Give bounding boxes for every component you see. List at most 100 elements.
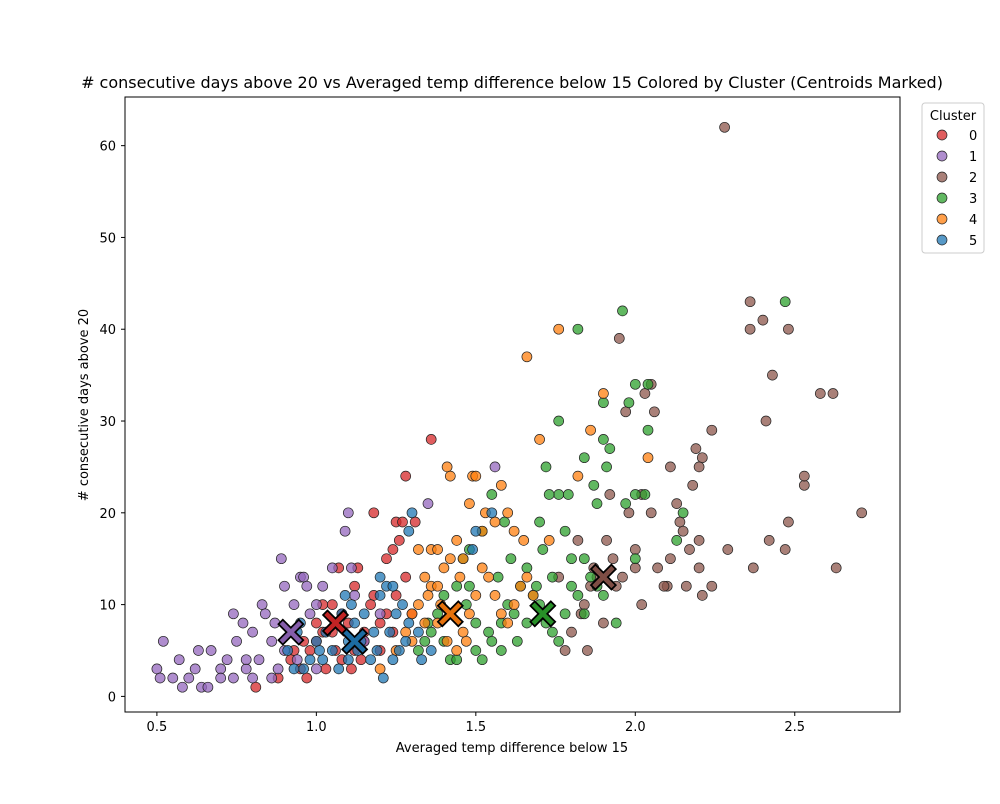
data-point-cluster-5 [339, 590, 351, 601]
data-point-cluster-2 [671, 498, 683, 509]
data-point-cluster-4 [464, 498, 475, 509]
data-point-cluster-5 [349, 617, 360, 629]
data-point-cluster-2 [827, 388, 839, 399]
data-point-cluster-3 [438, 590, 450, 601]
data-point-cluster-3 [629, 489, 641, 500]
data-point-cluster-4 [515, 580, 526, 592]
data-point-cluster-4 [470, 470, 482, 482]
data-point-cluster-0 [311, 617, 322, 629]
data-point-cluster-5 [425, 645, 437, 656]
data-point-cluster-4 [432, 580, 443, 592]
data-point-cluster-0 [355, 654, 367, 666]
data-point-cluster-4 [642, 452, 654, 464]
data-point-cluster-1 [311, 599, 322, 610]
data-point-cluster-5 [333, 663, 345, 675]
data-point-cluster-3 [499, 516, 510, 528]
data-point-cluster-4 [508, 599, 520, 610]
data-point-cluster-2 [623, 507, 635, 519]
data-point-cluster-2 [687, 479, 699, 491]
y-tick-label: 10 [99, 599, 116, 614]
data-point-cluster-1 [288, 599, 300, 610]
x-axis-ticks: 0.5 1.0 1.5 2.0 2.5 [147, 712, 805, 735]
data-point-cluster-2 [814, 388, 826, 399]
data-point-cluster-4 [457, 626, 469, 638]
data-point-cluster-2 [559, 645, 571, 656]
data-point-cluster-3 [553, 489, 565, 500]
data-point-cluster-0 [400, 470, 412, 482]
data-point-cluster-0 [381, 553, 392, 565]
data-point-cluster-3 [547, 571, 558, 583]
data-point-cluster-4 [460, 635, 472, 647]
centroid-fill [324, 611, 347, 635]
data-point-cluster-5 [346, 599, 357, 610]
data-point-cluster-5 [390, 608, 402, 620]
data-point-cluster-5 [282, 645, 294, 656]
data-point-cluster-1 [256, 599, 268, 610]
data-point-cluster-3 [677, 507, 689, 519]
data-point-cluster-4 [476, 562, 488, 574]
data-point-cluster-2 [572, 535, 584, 546]
data-point-cluster-1 [489, 461, 501, 473]
data-point-cluster-3 [470, 617, 482, 629]
centroid-marker-cluster-5 [340, 627, 369, 655]
y-axis-ticks: 0 10 20 30 40 50 60 [99, 140, 125, 705]
data-point-cluster-4 [534, 434, 545, 445]
data-point-cluster-2 [665, 553, 676, 565]
data-point-cluster-4 [585, 424, 596, 436]
data-point-cluster-2 [798, 470, 810, 482]
data-point-cluster-5 [403, 617, 415, 629]
data-point-cluster-3 [566, 580, 577, 592]
data-point-cluster-2 [706, 580, 718, 592]
data-point-cluster-1 [173, 654, 185, 666]
data-point-cluster-4 [495, 608, 507, 620]
data-point-cluster-1 [339, 525, 351, 537]
data-point-cluster-1 [349, 590, 360, 601]
data-point-cluster-2 [604, 489, 616, 500]
data-point-cluster-4 [543, 535, 555, 546]
data-point-cluster-2 [696, 452, 708, 464]
legend-label: 2 [969, 171, 977, 186]
data-point-cluster-2 [578, 599, 590, 610]
data-point-cluster-1 [272, 663, 284, 675]
data-point-cluster-1 [253, 654, 265, 666]
data-point-cluster-3 [623, 397, 635, 409]
y-axis-label: # consecutive days above 20 [77, 309, 92, 501]
data-point-cluster-2 [693, 562, 705, 574]
data-point-cluster-1 [422, 498, 434, 509]
chart-title: # consecutive days above 20 vs Averaged … [81, 73, 943, 92]
data-point-cluster-2 [747, 562, 759, 574]
data-point-cluster-2 [760, 415, 772, 427]
data-point-cluster-2 [779, 544, 791, 555]
data-point-cluster-1 [346, 562, 357, 574]
data-point-cluster-5 [486, 507, 498, 519]
data-point-cluster-0 [349, 580, 360, 592]
centroid-fill [279, 620, 303, 644]
data-point-cluster-4 [444, 553, 456, 565]
data-point-cluster-1 [221, 654, 233, 666]
data-point-cluster-2 [607, 553, 619, 565]
data-point-cluster-1 [240, 654, 252, 666]
data-point-cluster-2 [582, 645, 593, 656]
data-point-cluster-2 [629, 544, 641, 555]
data-point-cluster-2 [636, 599, 648, 610]
centroid-fill [343, 630, 366, 653]
data-point-cluster-1 [193, 645, 204, 656]
data-point-cluster-1 [205, 645, 217, 656]
data-point-cluster-3 [610, 617, 622, 629]
data-point-cluster-0 [250, 681, 262, 693]
data-point-cluster-3 [419, 635, 431, 647]
data-point-cluster-5 [374, 590, 386, 601]
data-point-cluster-1 [247, 626, 258, 638]
legend: Cluster 0 1 2 3 4 5 [921, 102, 985, 254]
data-point-cluster-4 [413, 599, 424, 610]
data-point-cluster-5 [397, 599, 408, 610]
data-point-cluster-4 [451, 645, 463, 656]
data-point-cluster-5 [406, 507, 418, 519]
data-point-cluster-4 [521, 351, 533, 363]
x-tick-label: 1.0 [306, 720, 327, 735]
points-layer [151, 121, 868, 693]
data-point-cluster-5 [393, 645, 405, 656]
centroid-fill [439, 602, 462, 625]
centroid-fill [592, 565, 615, 589]
